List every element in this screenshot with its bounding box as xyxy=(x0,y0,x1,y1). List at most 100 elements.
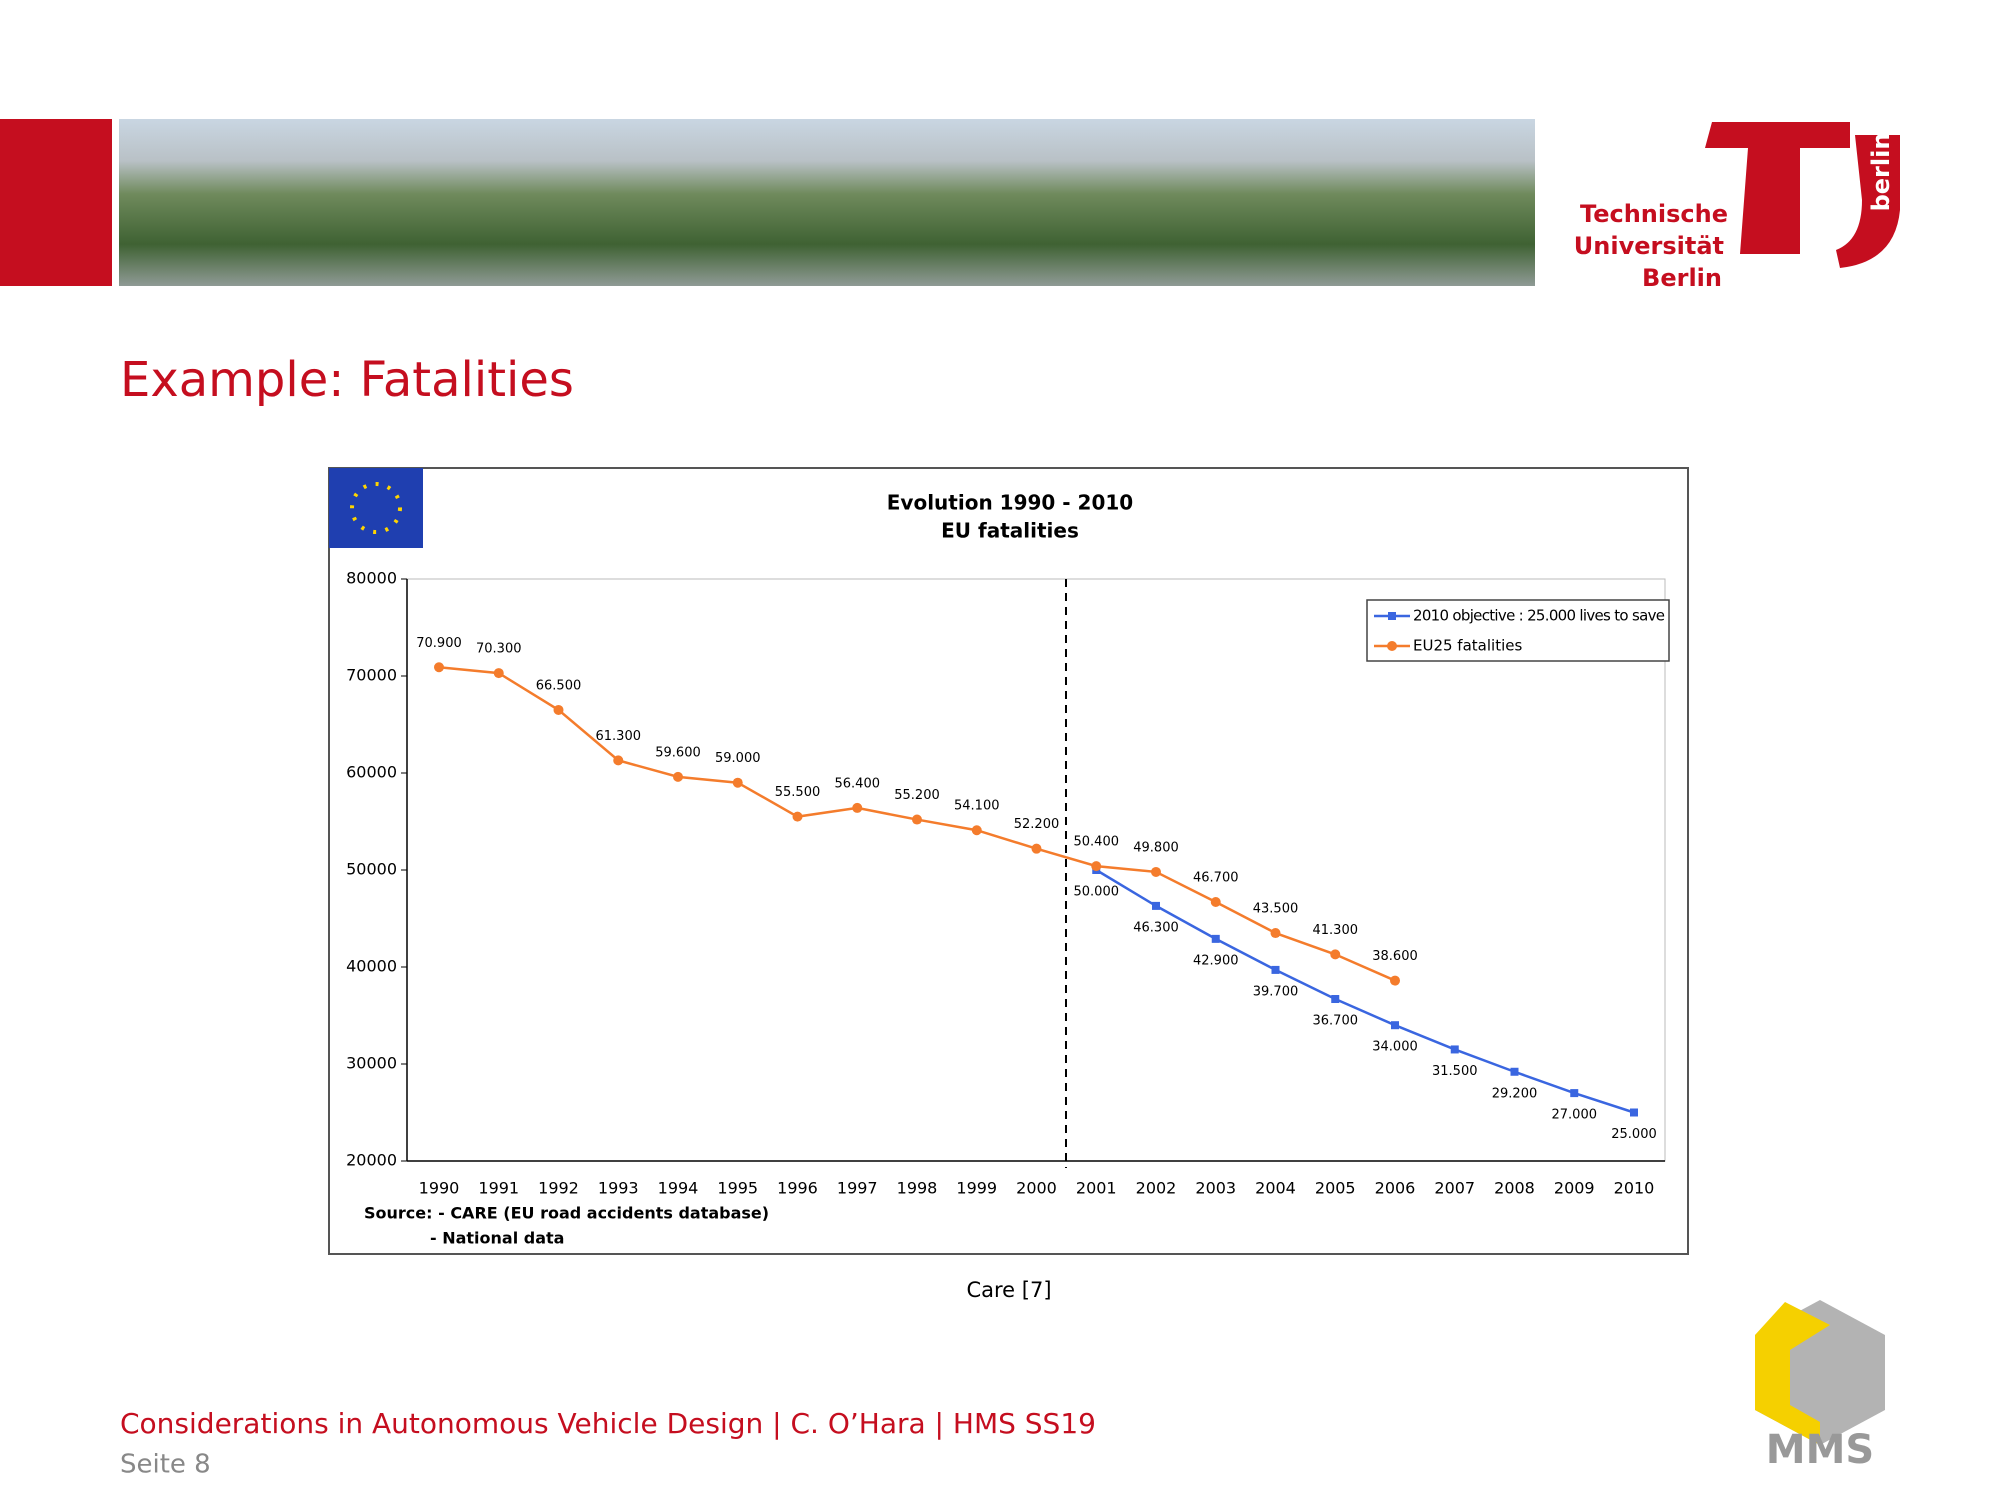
point xyxy=(1210,897,1221,908)
data-label: 36.700 xyxy=(1313,1014,1359,1029)
x-tick-label: 1995 xyxy=(717,1179,758,1198)
point xyxy=(1271,965,1280,974)
point xyxy=(1510,1067,1519,1076)
y-tick-label: 20000 xyxy=(346,1151,397,1170)
point xyxy=(1331,995,1340,1004)
data-label: 66.500 xyxy=(536,678,582,693)
x-tick-label: 2010 xyxy=(1614,1179,1655,1198)
point xyxy=(493,668,504,679)
y-tick-label: 30000 xyxy=(346,1054,397,1073)
data-label: 54.100 xyxy=(954,799,1000,814)
data-label: 42.900 xyxy=(1193,953,1239,968)
point xyxy=(434,662,444,673)
x-tick-label: 2003 xyxy=(1195,1179,1236,1198)
point xyxy=(1211,934,1220,943)
y-tick-label: 60000 xyxy=(346,763,397,782)
point xyxy=(732,777,743,788)
data-label: 59.000 xyxy=(715,751,761,766)
point xyxy=(1630,1108,1638,1117)
mms-logo: MMS xyxy=(1755,1300,1885,1473)
x-tick-label: 1998 xyxy=(897,1179,938,1198)
legend-label: EU25 fatalities xyxy=(1413,637,1522,655)
data-label: 59.600 xyxy=(655,745,701,760)
logo-text: Technische xyxy=(1580,200,1728,228)
slide-title: Example: Fatalities xyxy=(120,352,574,408)
point xyxy=(1570,1089,1579,1098)
data-label: 55.200 xyxy=(894,788,940,803)
x-tick-label: 1992 xyxy=(538,1179,579,1198)
x-tick-label: 1997 xyxy=(837,1179,878,1198)
data-label: 39.700 xyxy=(1253,984,1299,999)
data-label: 31.500 xyxy=(1432,1064,1478,1079)
data-label: 50.400 xyxy=(1074,835,1120,850)
data-label: 49.800 xyxy=(1133,840,1179,855)
x-tick-label: 1990 xyxy=(419,1179,460,1198)
x-tick-label: 2000 xyxy=(1016,1179,1057,1198)
caption: Care [7] xyxy=(966,1278,1051,1302)
data-label: 25.000 xyxy=(1611,1127,1657,1142)
y-tick-label: 50000 xyxy=(346,860,397,879)
x-tick-label: 1991 xyxy=(478,1179,519,1198)
data-label: 70.900 xyxy=(416,636,462,651)
data-label: 29.200 xyxy=(1492,1086,1538,1101)
point xyxy=(1390,975,1400,986)
data-label: 46.300 xyxy=(1133,920,1179,935)
eu-stars xyxy=(350,482,402,534)
data-label: 52.200 xyxy=(1014,817,1060,832)
mms-text: MMS xyxy=(1766,1427,1874,1473)
logo-side-text: berlin xyxy=(1867,133,1895,212)
point xyxy=(1031,843,1042,854)
y-tick-label: 80000 xyxy=(346,569,397,588)
x-tick-label: 2005 xyxy=(1315,1179,1356,1198)
x-tick-label: 1994 xyxy=(658,1179,699,1198)
point xyxy=(1091,861,1102,872)
x-tick-label: 1999 xyxy=(956,1179,997,1198)
point xyxy=(1152,901,1160,910)
chart-frame xyxy=(328,467,1689,1255)
footer-text: Considerations in Autonomous Vehicle Des… xyxy=(120,1407,1096,1440)
source-text: - National data xyxy=(430,1229,564,1248)
point xyxy=(673,771,683,782)
point xyxy=(1270,928,1281,939)
x-tick-label: 2006 xyxy=(1375,1179,1416,1198)
data-label: 34.000 xyxy=(1372,1040,1418,1055)
tu-logo: Technische Universität Berlin berlin xyxy=(1574,122,1900,292)
point xyxy=(1391,1021,1399,1030)
logo-text: Berlin xyxy=(1642,264,1722,292)
x-tick-label: 2001 xyxy=(1076,1179,1117,1198)
eu-flag xyxy=(329,468,423,548)
x-tick-label: 2008 xyxy=(1494,1179,1535,1198)
data-label: 41.300 xyxy=(1313,923,1359,938)
point xyxy=(613,755,624,766)
data-label: 38.600 xyxy=(1372,949,1418,964)
data-label: 46.700 xyxy=(1193,871,1239,886)
legend xyxy=(1366,599,1670,662)
data-label: 56.400 xyxy=(835,776,881,791)
chart-subtitle: EU fatalities xyxy=(941,519,1079,543)
data-label: 55.500 xyxy=(775,785,821,800)
data-label: 70.300 xyxy=(476,642,522,657)
data-label: 61.300 xyxy=(596,729,642,744)
x-tick-label: 2007 xyxy=(1434,1179,1475,1198)
legend-label: 2010 objective : 25.000 lives to save xyxy=(1413,607,1665,625)
point xyxy=(1151,866,1161,877)
x-tick-label: 1993 xyxy=(598,1179,639,1198)
legend-marker xyxy=(1388,612,1396,620)
x-tick-label: 2004 xyxy=(1255,1179,1296,1198)
point xyxy=(792,811,803,822)
header-photo xyxy=(119,119,1535,286)
header-red-block xyxy=(0,119,112,286)
point xyxy=(1330,949,1341,960)
data-label: 43.500 xyxy=(1253,902,1299,917)
x-tick-label: 2002 xyxy=(1136,1179,1177,1198)
legend-marker xyxy=(1387,641,1397,651)
chart-title: Evolution 1990 - 2010 xyxy=(887,491,1133,515)
data-label: 50.000 xyxy=(1074,885,1120,900)
y-tick-label: 70000 xyxy=(346,666,397,685)
series-line xyxy=(1095,868,1635,1114)
point xyxy=(971,825,982,836)
point xyxy=(1450,1045,1459,1054)
point xyxy=(912,814,922,825)
data-label: 27.000 xyxy=(1552,1108,1598,1123)
